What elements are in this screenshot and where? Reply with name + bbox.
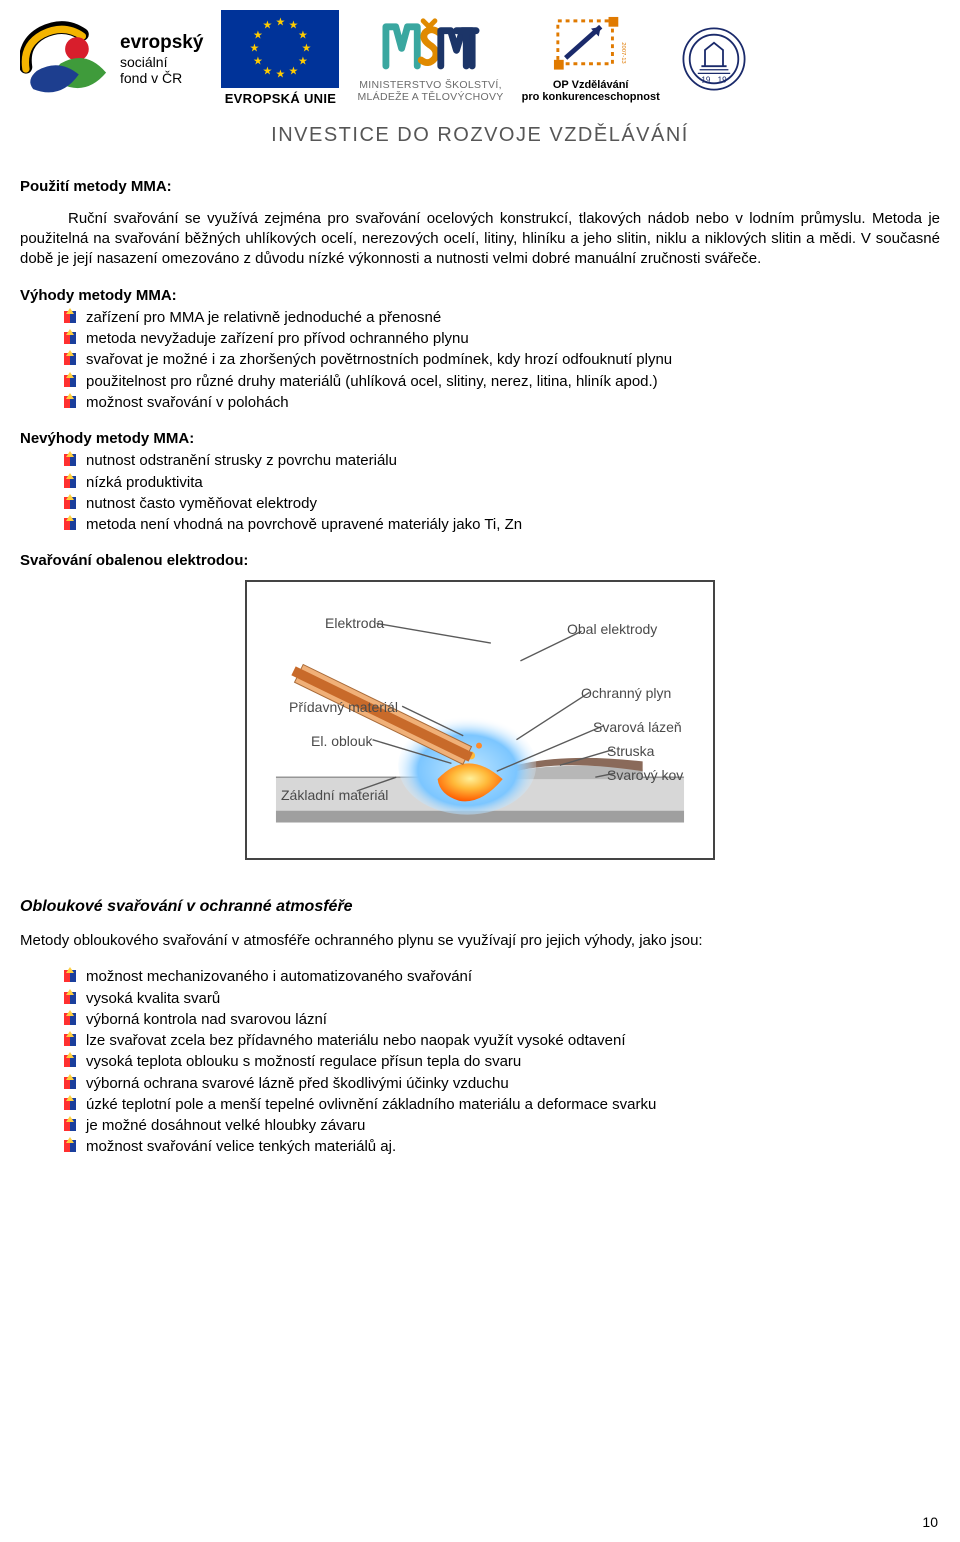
- label-lazen: Svarová lázeň: [593, 718, 682, 737]
- eu-flag-icon: ★★★★★★★★★★★★: [221, 10, 339, 88]
- header-logos-row: evropský sociální fond v ČR ★★★★★★★★★★★★…: [20, 0, 940, 114]
- list-item: je možné dosáhnout velké hloubky závaru: [64, 1116, 940, 1136]
- gear-icon: 19 19: [678, 23, 750, 95]
- esf-line2: sociální: [120, 54, 203, 70]
- list-item: nízká produktivita: [64, 473, 940, 493]
- list-item: úzké teplotní pole a menší tepelné ovliv…: [64, 1095, 940, 1115]
- opv-line1: OP Vzdělávání: [522, 79, 660, 91]
- esf-line3: fond v ČR: [120, 70, 203, 86]
- label-struska: Struska: [607, 742, 654, 761]
- list-item: použitelnost pro různé druhy materiálů (…: [64, 372, 940, 392]
- list-item: nutnost odstranění strusky z povrchu mat…: [64, 451, 940, 471]
- label-plyn: Ochranný plyn: [581, 684, 671, 703]
- opv-line2: pro konkurenceschopnost: [522, 91, 660, 103]
- esf-logo: evropský sociální fond v ČR: [20, 18, 203, 100]
- esf-text: evropský sociální fond v ČR: [120, 32, 203, 86]
- list-item: metoda není vhodná na povrchově upravené…: [64, 515, 940, 535]
- advantages-title: Výhody metody MMA:: [20, 286, 940, 306]
- diagram-title: Svařování obalenou elektrodou:: [20, 551, 940, 571]
- list-item: vysoká kvalita svarů: [64, 989, 940, 1009]
- label-pridavny: Přídavný materiál: [289, 698, 398, 717]
- header-tagline: INVESTICE DO ROZVOJE VZDĚLÁVÁNÍ: [20, 122, 940, 149]
- msmt-line2: MLÁDEŽE A TĚLOVÝCHOVY: [357, 91, 503, 103]
- disadvantages-list: nutnost odstranění strusky z povrchu mat…: [20, 451, 940, 535]
- list-item: výborná ochrana svarové lázně před škodl…: [64, 1074, 940, 1094]
- msmt-text: MINISTERSTVO ŠKOLSTVÍ, MLÁDEŽE A TĚLOVÝC…: [357, 79, 503, 103]
- label-obal: Obal elektrody: [567, 620, 657, 639]
- diagram-container: Elektroda Obal elektrody Ochranný plyn S…: [20, 580, 940, 860]
- svg-text:19: 19: [701, 75, 710, 84]
- esf-line1: evropský: [120, 32, 203, 54]
- list-item: svařovat je možné i za zhoršených povětr…: [64, 350, 940, 370]
- list-item: nutnost často vyměňovat elektrody: [64, 494, 940, 514]
- label-oblouk: El. oblouk: [311, 732, 372, 751]
- list-item: lze svařovat zcela bez přídavného materi…: [64, 1031, 940, 1051]
- opv-mark-icon: 2007-13: [552, 15, 630, 77]
- svg-text:2007-13: 2007-13: [620, 42, 626, 63]
- arc-welding-list: možnost mechanizovaného i automatizované…: [20, 967, 940, 1157]
- use-title: Použití metody MMA:: [20, 177, 940, 197]
- disadvantages-title: Nevýhody metody MMA:: [20, 429, 940, 449]
- welding-diagram: Elektroda Obal elektrody Ochranný plyn S…: [245, 580, 715, 860]
- label-kov: Svarový kov: [607, 766, 683, 785]
- list-item: možnost svařování v polohách: [64, 393, 940, 413]
- list-item: výborná kontrola nad svarovou lázní: [64, 1010, 940, 1030]
- list-item: možnost svařování velice tenkých materiá…: [64, 1137, 940, 1157]
- list-item: možnost mechanizovaného i automatizované…: [64, 967, 940, 987]
- use-paragraph: Ruční svařování se využívá zejména pro s…: [20, 209, 940, 270]
- page-number: 10: [922, 1513, 938, 1532]
- opv-text: OP Vzdělávání pro konkurenceschopnost: [522, 79, 660, 103]
- list-item: metoda nevyžaduje zařízení pro přívod oc…: [64, 329, 940, 349]
- advantages-list: zařízení pro MMA je relativně jednoduché…: [20, 308, 940, 413]
- svg-text:19: 19: [717, 75, 726, 84]
- list-item: vysoká teplota oblouku s možností regula…: [64, 1052, 940, 1072]
- label-elektroda: Elektroda: [325, 614, 384, 633]
- eu-logo: ★★★★★★★★★★★★ EVROPSKÁ UNIE: [221, 10, 339, 108]
- msmt-mark-icon: [382, 15, 480, 77]
- label-zakladni: Základní materiál: [281, 786, 388, 805]
- opv-logo: 2007-13 OP Vzdělávání pro konkurencescho…: [522, 15, 660, 103]
- list-item: zařízení pro MMA je relativně jednoduché…: [64, 308, 940, 328]
- eu-label: EVROPSKÁ UNIE: [225, 90, 337, 108]
- gear-emblem: 19 19: [678, 23, 750, 95]
- arc-welding-lead: Metody obloukového svařování v atmosféře…: [20, 931, 940, 951]
- msmt-line1: MINISTERSTVO ŠKOLSTVÍ,: [357, 79, 503, 91]
- esf-mark-icon: [20, 18, 112, 100]
- arc-welding-title: Obloukové svařování v ochranné atmosféře: [20, 896, 940, 918]
- msmt-logo: MINISTERSTVO ŠKOLSTVÍ, MLÁDEŽE A TĚLOVÝC…: [357, 15, 503, 103]
